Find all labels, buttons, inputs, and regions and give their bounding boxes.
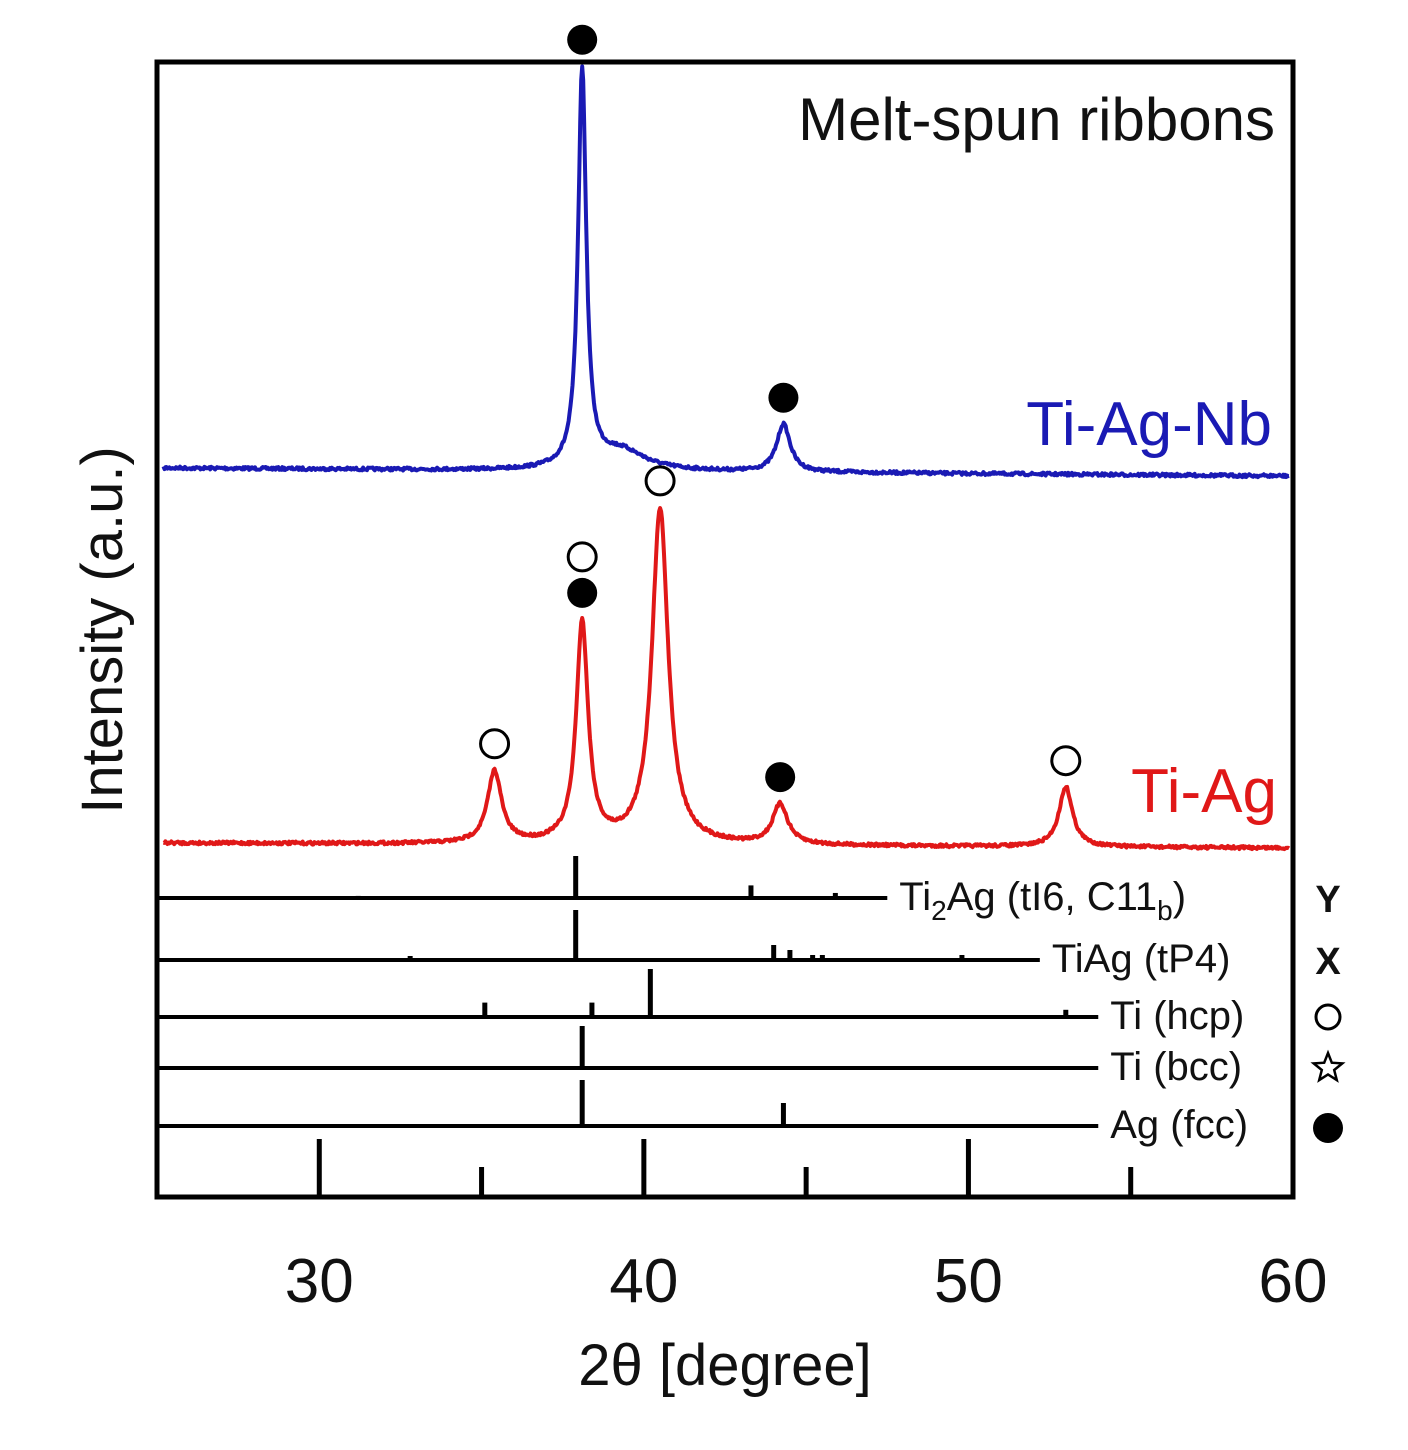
open-circle-marker <box>479 728 511 760</box>
series-line <box>162 506 1291 852</box>
chart-title: Melt-spun ribbons <box>798 86 1275 153</box>
reference-symbol: Y <box>1315 879 1340 921</box>
filled-circle-marker <box>765 762 796 793</box>
reference-pattern: TiAg (tP4) X <box>157 910 1341 983</box>
open-star-icon <box>1310 1049 1346 1083</box>
reference-label: Ti (bcc) <box>1110 1045 1242 1089</box>
reference-label: Ti2Ag (tI6, C11b) <box>899 875 1186 926</box>
x-tick-label: 30 <box>285 1247 354 1316</box>
x-tick-label: 50 <box>934 1247 1003 1316</box>
reference-pattern: Ti (bcc) <box>157 1026 1346 1089</box>
reference-label: Ti (hcp) <box>1110 994 1244 1038</box>
series-label: Ti-Ag-Nb <box>1026 390 1272 459</box>
reference-label: TiAg (tP4) <box>1052 937 1231 981</box>
reference-pattern: Ti2Ag (tI6, C11b) Y <box>157 856 1341 926</box>
plot-frame <box>154 59 1296 1200</box>
series-line <box>161 64 1291 480</box>
y-axis-title: Intensity (a.u.) <box>70 446 135 813</box>
filled-circle-icon <box>1313 1113 1343 1143</box>
reference-pattern: Ti (hcp) <box>157 969 1342 1038</box>
peak-markers <box>479 24 1082 793</box>
reference-patterns: Ti2Ag (tI6, C11b) Y TiAg (tP4) X Ti (hcp) Ti … <box>157 856 1346 1147</box>
x-tick-label: 60 <box>1259 1247 1328 1316</box>
reference-label: Ag (fcc) <box>1110 1103 1248 1147</box>
open-circle-icon <box>1314 1003 1342 1031</box>
open-circle-marker <box>1050 745 1082 777</box>
x-axis-title: 2θ [degree] <box>578 1333 871 1398</box>
filled-circle-marker <box>768 382 799 413</box>
series-layer: Ti-Ag-Nb Ti-Ag <box>161 64 1291 852</box>
open-circle-marker <box>566 541 598 573</box>
series-label: Ti-Ag <box>1131 757 1277 826</box>
open-circle-marker <box>644 465 676 497</box>
x-tick-label: 40 <box>609 1247 678 1316</box>
reference-symbol: X <box>1315 941 1341 983</box>
filled-circle-marker <box>567 24 598 55</box>
reference-pattern: Ag (fcc) <box>157 1080 1343 1147</box>
x-axis: 30 40 50 60 <box>285 1139 1328 1316</box>
filled-circle-marker <box>567 577 598 608</box>
